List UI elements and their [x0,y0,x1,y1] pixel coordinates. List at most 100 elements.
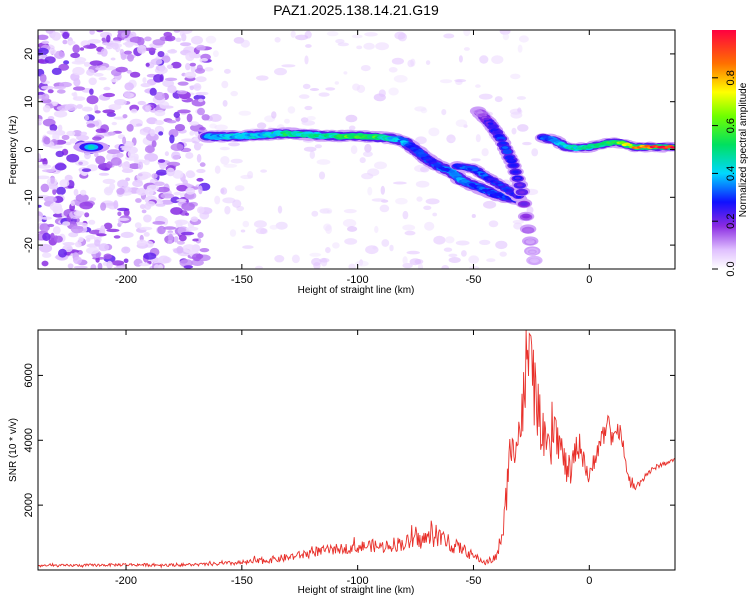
noise-speckle [309,88,320,91]
noise-speckle [240,39,250,48]
noise-speckle [39,223,50,232]
noise-speckle [367,186,373,196]
noise-speckle [463,47,470,51]
noise-speckle [428,127,440,137]
noise-speckle [517,124,529,132]
noise-speckle [124,50,132,55]
noise-speckle [158,64,166,72]
noise-speckle [62,221,71,227]
noise-speckle [48,183,58,190]
noise-speckle [123,258,129,264]
noise-speckle [139,204,146,210]
noise-speckle [420,107,428,114]
noise-speckle [108,104,122,110]
ridge-cell [514,176,521,180]
noise-speckle [180,138,195,143]
noise-speckle [189,121,200,126]
noise-speckle [325,247,331,254]
noise-speckle [38,215,43,222]
noise-speckle [185,152,194,159]
noise-speckle [140,83,151,88]
noise-speckle [156,186,170,193]
ridge-cell [464,165,471,169]
noise-speckle [255,75,269,81]
noise-speckle [343,209,357,214]
noise-speckle [150,58,163,65]
noise-speckle [38,153,42,162]
noise-speckle [342,219,357,228]
noise-speckle [316,159,331,165]
noise-speckle [121,161,130,171]
noise-speckle [513,222,523,230]
noise-speckle [469,265,480,269]
y-tick-label: -10 [23,189,35,205]
ridge-cell [531,260,538,263]
noise-speckle [407,59,415,68]
y-tick-label: 10 [23,96,35,108]
noise-speckle [195,253,204,259]
noise-speckle [110,157,122,166]
noise-speckle [335,39,345,44]
noise-speckle [214,195,221,205]
noise-speckle [154,120,164,126]
noise-speckle [90,264,97,269]
noise-speckle [76,104,83,109]
noise-speckle [47,223,55,228]
noise-speckle [153,264,160,269]
noise-speckle [122,114,128,119]
noise-speckle [347,226,358,232]
noise-speckle [72,130,82,137]
noise-speckle [113,235,121,239]
noise-speckle [164,35,176,42]
noise-speckle [196,44,206,51]
noise-speckle [416,196,423,202]
noise-speckle [92,136,102,141]
noise-speckle [448,257,461,263]
noise-speckle [234,185,245,192]
noise-speckle [67,263,74,269]
noise-speckle [185,62,191,71]
noise-speckle [204,67,214,72]
noise-speckle [314,144,322,149]
noise-speckle [155,203,166,207]
noise-speckle [70,200,75,207]
noise-speckle [479,239,491,245]
noise-speckle [197,107,205,116]
noise-speckle [151,140,157,148]
noise-speckle [173,111,180,118]
noise-speckle [38,47,49,56]
noise-speckle [287,106,296,114]
noise-speckle [343,71,348,75]
noise-speckle [364,32,378,37]
noise-speckle [84,151,91,160]
noise-speckle [224,68,231,74]
noise-speckle [151,173,158,179]
noise-speckle [54,50,65,60]
noise-speckle [499,251,507,257]
noise-speckle [70,225,84,234]
ridge-cell [420,154,428,157]
noise-speckle [391,57,404,65]
x-tick-label: -150 [231,575,253,587]
noise-speckle [304,30,312,39]
ridge-cell [417,151,425,155]
noise-speckle [196,168,206,174]
noise-speckle [103,86,111,91]
noise-speckle [161,55,171,63]
noise-speckle [238,110,252,116]
noise-speckle [201,114,210,121]
noise-speckle [88,219,96,225]
noise-speckle [441,265,449,269]
noise-speckle [117,217,130,221]
noise-speckle [173,236,179,243]
noise-speckle [443,247,453,252]
noise-speckle [117,211,122,217]
noise-speckle [39,54,48,59]
colorbar: 0.0 0.2 0.4 0.6 0.8 Normalized spectral ampl… [712,30,749,277]
noise-speckle [64,103,78,111]
noise-speckle [173,30,181,33]
noise-speckle [81,106,93,112]
snr-frame [37,329,676,571]
noise-speckle [38,164,52,169]
